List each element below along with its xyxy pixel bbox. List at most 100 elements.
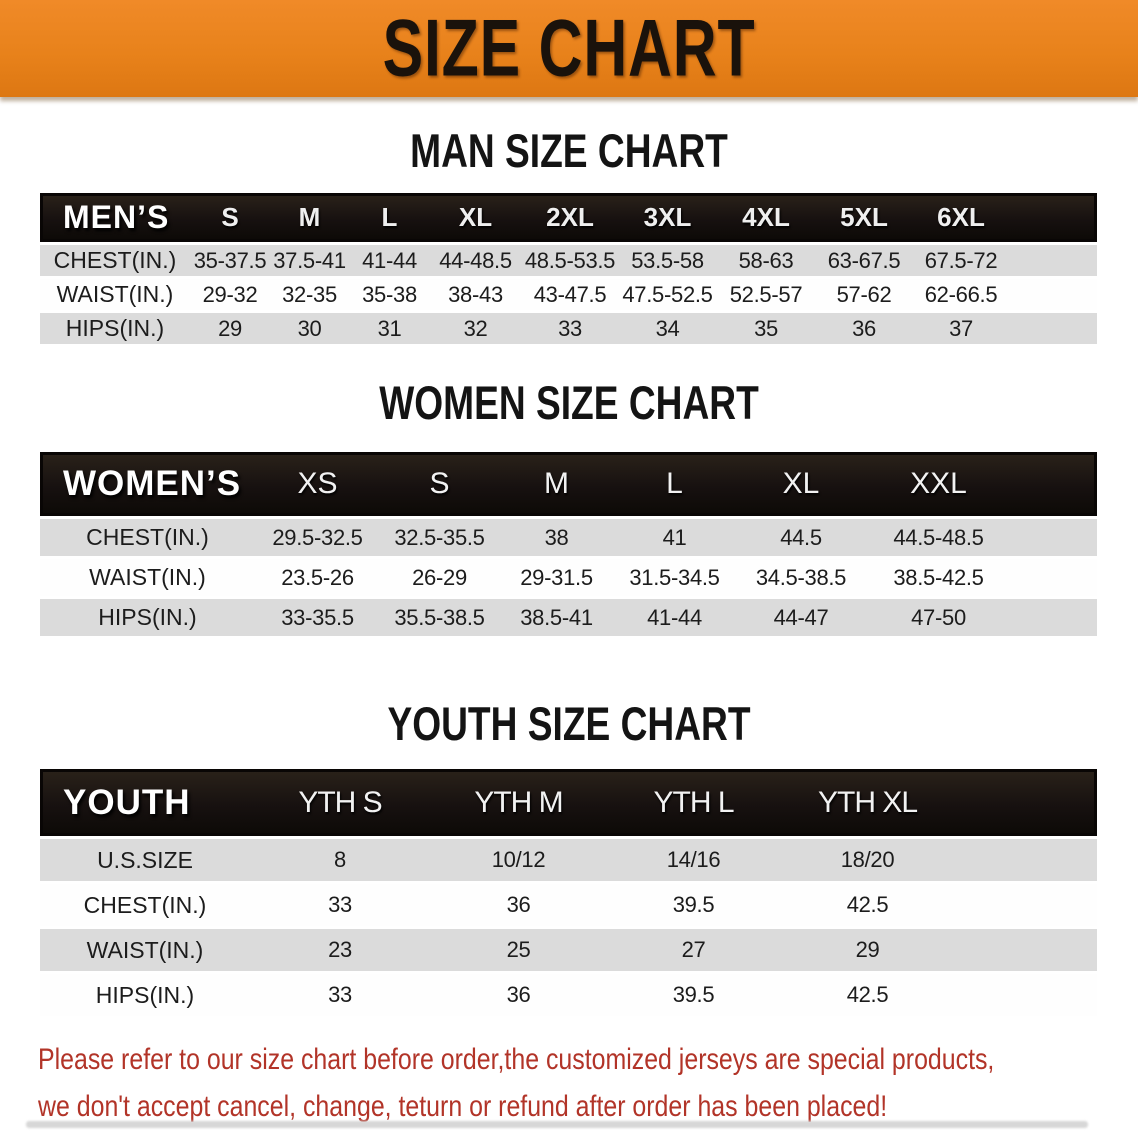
men-waist-row: WAIST(IN.) 29-32 32-35 35-38 38-43 43-47… — [40, 276, 1097, 310]
size-value: 30 — [270, 310, 349, 344]
size-value: 32 — [430, 310, 521, 344]
size-value: 36 — [816, 310, 912, 344]
size-value: 34.5-38.5 — [735, 556, 867, 596]
women-col-header-xxl: XXL — [867, 452, 1010, 516]
size-value: 35-37.5 — [190, 242, 270, 276]
row-filler — [1010, 310, 1097, 344]
size-value: 33-35.5 — [255, 596, 380, 636]
row-filler — [955, 971, 1097, 1016]
size-value: 26-29 — [380, 556, 499, 596]
men-col-header-6xl: 6XL — [912, 193, 1010, 242]
row-filler — [955, 881, 1097, 926]
size-value: 67.5-72 — [912, 242, 1010, 276]
row-filler — [955, 926, 1097, 971]
size-value: 33 — [250, 881, 430, 926]
size-value: 39.5 — [607, 881, 780, 926]
size-value: 36 — [430, 971, 607, 1016]
men-hips-row: HIPS(IN.) 29 30 31 32 33 34 35 36 37 — [40, 310, 1097, 344]
size-value: 25 — [430, 926, 607, 971]
size-value: 29-31.5 — [499, 556, 614, 596]
men-col-header-s: S — [190, 193, 270, 242]
row-label: CHEST(IN.) — [40, 242, 190, 276]
size-value: 36 — [430, 881, 607, 926]
row-filler — [1010, 516, 1097, 556]
men-col-header-xl: XL — [430, 193, 521, 242]
size-value: 34 — [619, 310, 716, 344]
size-value: 44-47 — [735, 596, 867, 636]
size-value: 39.5 — [607, 971, 780, 1016]
row-filler — [1010, 596, 1097, 636]
size-value: 10/12 — [430, 836, 607, 881]
size-value: 35.5-38.5 — [380, 596, 499, 636]
row-filler — [1010, 556, 1097, 596]
youth-size-table: YOUTH YTH S YTH M YTH L YTH XL U.S.SIZE … — [40, 769, 1097, 1016]
size-value: 35-38 — [349, 276, 430, 310]
women-hips-row: HIPS(IN.) 33-35.5 35.5-38.5 38.5-41 41-4… — [40, 596, 1097, 636]
row-filler — [955, 836, 1097, 881]
women-waist-row: WAIST(IN.) 23.5-26 26-29 29-31.5 31.5-34… — [40, 556, 1097, 596]
size-value: 44-48.5 — [430, 242, 521, 276]
men-col-header-3xl: 3XL — [619, 193, 716, 242]
size-value: 38.5-41 — [499, 596, 614, 636]
size-value: 32-35 — [270, 276, 349, 310]
footnote-line-1: Please refer to our size chart before or… — [38, 1043, 995, 1076]
row-filler — [1010, 242, 1097, 276]
women-col-header-m: M — [499, 452, 614, 516]
youth-section-heading: YOUTH SIZE CHART — [387, 697, 751, 750]
men-corner-label: MEN’S — [40, 193, 190, 242]
women-chest-row: CHEST(IN.) 29.5-32.5 32.5-35.5 38 41 44.… — [40, 516, 1097, 556]
size-value: 29 — [780, 926, 955, 971]
size-value: 38 — [499, 516, 614, 556]
women-size-table: WOMEN’S XS S M L XL XXL CHEST(IN.) 29.5-… — [40, 452, 1097, 636]
banner-title: SIZE CHART — [382, 2, 756, 94]
size-value: 33 — [521, 310, 619, 344]
man-section-heading: MAN SIZE CHART — [410, 124, 728, 177]
size-value: 35 — [716, 310, 816, 344]
header-filler — [955, 769, 1097, 836]
size-value: 33 — [250, 971, 430, 1016]
men-col-header-5xl: 5XL — [816, 193, 912, 242]
size-value: 44.5-48.5 — [867, 516, 1010, 556]
size-value: 53.5-58 — [619, 242, 716, 276]
women-col-header-xl: XL — [735, 452, 867, 516]
size-value: 41-44 — [614, 596, 735, 636]
women-col-header-l: L — [614, 452, 735, 516]
youth-header-row: YOUTH YTH S YTH M YTH L YTH XL — [40, 769, 1097, 836]
size-value: 31.5-34.5 — [614, 556, 735, 596]
size-value: 29.5-32.5 — [255, 516, 380, 556]
men-col-header-l: L — [349, 193, 430, 242]
size-value: 38.5-42.5 — [867, 556, 1010, 596]
size-value: 37 — [912, 310, 1010, 344]
row-label: HIPS(IN.) — [40, 310, 190, 344]
men-size-table: MEN’S S M L XL 2XL 3XL 4XL 5XL 6XL CHEST… — [40, 193, 1097, 344]
size-value: 44.5 — [735, 516, 867, 556]
size-value: 63-67.5 — [816, 242, 912, 276]
men-chest-row: CHEST(IN.) 35-37.5 37.5-41 41-44 44-48.5… — [40, 242, 1097, 276]
size-value: 47-50 — [867, 596, 1010, 636]
women-corner-label: WOMEN’S — [40, 452, 255, 516]
row-label: CHEST(IN.) — [40, 881, 250, 926]
size-value: 62-66.5 — [912, 276, 1010, 310]
header-filler — [1010, 452, 1097, 516]
size-value: 38-43 — [430, 276, 521, 310]
size-value: 58-63 — [716, 242, 816, 276]
size-value: 42.5 — [780, 971, 955, 1016]
youth-waist-row: WAIST(IN.) 23 25 27 29 — [40, 926, 1097, 971]
size-value: 57-62 — [816, 276, 912, 310]
size-value: 52.5-57 — [716, 276, 816, 310]
size-value: 18/20 — [780, 836, 955, 881]
footnote: Please refer to our size chart before or… — [38, 1036, 1138, 1130]
size-value: 48.5-53.5 — [521, 242, 619, 276]
row-label: HIPS(IN.) — [40, 596, 255, 636]
women-col-header-s: S — [380, 452, 499, 516]
youth-col-header-yth-xl: YTH XL — [780, 769, 955, 836]
footnote-line-2: we don't accept cancel, change, teturn o… — [38, 1090, 888, 1123]
size-value: 27 — [607, 926, 780, 971]
women-header-row: WOMEN’S XS S M L XL XXL — [40, 452, 1097, 516]
youth-col-header-yth-s: YTH S — [250, 769, 430, 836]
row-label: WAIST(IN.) — [40, 556, 255, 596]
size-value: 31 — [349, 310, 430, 344]
header-filler — [1010, 193, 1097, 242]
youth-col-header-yth-l: YTH L — [607, 769, 780, 836]
size-value: 14/16 — [607, 836, 780, 881]
